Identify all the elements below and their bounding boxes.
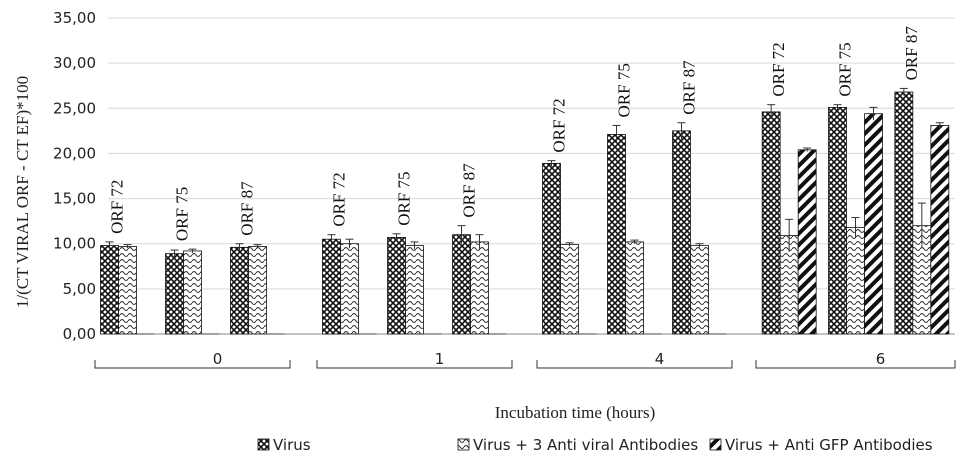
legend-label: Virus + 3 Anti viral Antibodies — [473, 436, 698, 454]
group-bracket — [316, 360, 513, 369]
y-tick-label: 5,00 — [63, 280, 96, 298]
bar — [864, 113, 883, 335]
bar — [930, 125, 950, 335]
legend-label: Virus + Anti GFP Antibodies — [725, 436, 933, 454]
bar — [672, 130, 691, 335]
x-axis-title: Incubation time (hours) — [495, 403, 656, 422]
bar — [118, 246, 137, 335]
y-tick-label: 15,00 — [53, 190, 96, 208]
legend-label: Virus — [273, 436, 311, 454]
y-tick-label: 10,00 — [53, 235, 96, 253]
bar — [452, 234, 471, 335]
legend-swatch — [457, 438, 470, 451]
y-tick-label: 30,00 — [53, 54, 96, 72]
group-bracket — [536, 360, 733, 369]
bar — [625, 241, 644, 335]
legend-swatch — [709, 438, 722, 451]
group-label: 4 — [655, 350, 665, 368]
bar — [470, 241, 489, 335]
group-label: 0 — [213, 350, 223, 368]
bar — [230, 246, 249, 335]
bar — [322, 238, 341, 335]
bar — [165, 253, 184, 335]
legend: Virus Virus + 3 Anti viral Antibodies Viru… — [257, 436, 933, 454]
orf-label: ORF 75 — [836, 42, 855, 96]
group-bracket — [755, 360, 956, 369]
orf-label: ORF 87 — [238, 181, 257, 236]
y-axis: 0,00 5,00 10,00 15,00 20,00 25,00 30,00 35,00 — [53, 9, 96, 343]
y-axis-title: 1/(CT VIRAL ORF - CT EF)*100 — [13, 76, 32, 308]
bar — [846, 227, 865, 335]
bar — [100, 245, 119, 335]
orf-label: ORF 75 — [173, 187, 192, 241]
bar — [248, 246, 267, 335]
orf-label: ORF 75 — [615, 63, 634, 117]
bar — [761, 111, 781, 335]
orf-label: ORF 72 — [769, 42, 788, 96]
bar — [340, 243, 359, 335]
y-tick-label: 25,00 — [53, 99, 96, 117]
bar — [560, 244, 579, 335]
orf-label: ORF 72 — [330, 172, 349, 226]
y-tick-label: 0,00 — [63, 325, 96, 343]
bar — [894, 91, 914, 335]
error-bars — [105, 87, 944, 258]
orf-labels: ORF 72 ORF 75 ORF 87 ORF 72 ORF 75 ORF 87 ORF … — [108, 26, 921, 242]
group-brackets: 0 1 4 6 — [94, 350, 956, 369]
bar — [183, 250, 202, 335]
orf-label: ORF 87 — [460, 163, 479, 218]
orf-label: ORF 72 — [108, 180, 127, 234]
bars — [100, 91, 950, 335]
bar — [607, 134, 626, 335]
group-bracket — [94, 360, 291, 369]
bar — [828, 106, 847, 335]
legend-swatch — [257, 438, 270, 451]
group-label: 6 — [876, 350, 886, 368]
bar — [690, 245, 709, 335]
bar — [542, 162, 561, 335]
orf-label: ORF 87 — [902, 26, 921, 81]
orf-label: ORF 87 — [680, 60, 699, 115]
y-tick-label: 35,00 — [53, 9, 96, 27]
orf-label: ORF 75 — [395, 171, 414, 225]
bar — [387, 236, 406, 335]
bar — [797, 149, 817, 335]
bar — [405, 245, 424, 335]
orf-label: ORF 72 — [550, 98, 569, 152]
group-label: 1 — [435, 350, 445, 368]
y-tick-label: 20,00 — [53, 144, 96, 162]
